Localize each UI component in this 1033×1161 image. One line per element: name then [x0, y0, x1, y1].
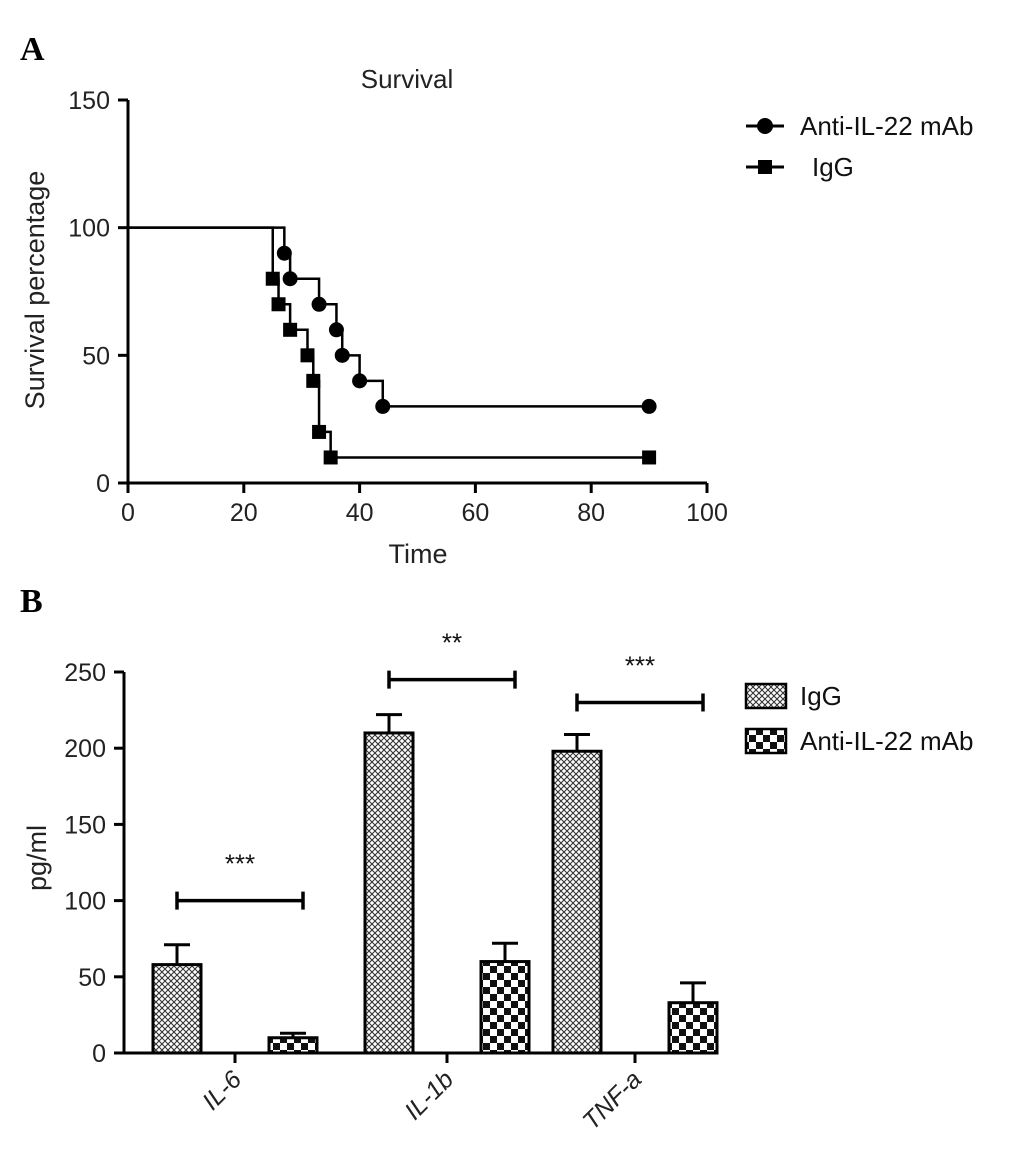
survival-legend: Anti-IL-22 mAb IgG — [746, 111, 973, 182]
bar-igg-tnf-a — [551, 749, 603, 1055]
panel-b-letter: B — [20, 583, 43, 620]
legend-circle-marker-icon — [757, 118, 773, 134]
legend-label-anti-il22-bar: Anti-IL-22 mAb — [800, 726, 973, 756]
survival-point-circle — [352, 373, 368, 389]
survival-x-tick-label: 100 — [686, 499, 728, 527]
survival-point-square — [265, 271, 280, 286]
survival-point-circle — [334, 347, 350, 363]
cytokine-legend: IgG Anti-IL-22 mAb — [744, 681, 973, 756]
legend-item-igg-bar: IgG — [744, 681, 842, 711]
survival-point-square — [323, 450, 338, 465]
survival-point-circle — [311, 296, 327, 312]
survival-line-series-2 — [128, 226, 650, 459]
legend-swatch-igg — [744, 682, 788, 710]
survival-point-circle — [375, 398, 391, 414]
cytokine-y-tick-label: 50 — [78, 964, 106, 992]
survival-x-tick-label: 0 — [121, 499, 135, 527]
legend-item-igg: IgG — [746, 152, 854, 182]
cytokine-bars — [151, 713, 719, 1055]
bar-anti-il22-tnf-a — [667, 1001, 719, 1055]
legend-item-anti-il22-bar: Anti-IL-22 mAb — [744, 726, 973, 756]
survival-x-tick-label: 80 — [577, 499, 605, 527]
survival-x-tick-label: 40 — [346, 499, 374, 527]
bar-igg-il-1b — [363, 731, 415, 1055]
survival-series — [128, 226, 657, 465]
survival-x-axis-title: Time — [389, 539, 448, 569]
category-label: IL-1b — [399, 1065, 459, 1125]
cytokine-y-tick-label: 0 — [92, 1040, 106, 1068]
cytokine-y-tick-label: 100 — [64, 888, 106, 916]
significance-label: ** — [442, 628, 462, 658]
survival-point-circle — [282, 271, 298, 287]
survival-point-square — [271, 297, 286, 312]
cytokine-y-tick-label: 150 — [64, 811, 106, 839]
legend-item-anti-il22: Anti-IL-22 mAb — [746, 111, 973, 141]
survival-point-square — [306, 373, 321, 388]
survival-point-circle — [641, 398, 657, 414]
survival-point-square — [283, 322, 298, 337]
survival-y-axis-title: Survival percentage — [20, 171, 50, 410]
survival-chart-title: Survival — [361, 64, 453, 94]
cytokine-y-axis-title: pg/ml — [22, 825, 52, 891]
legend-swatch-anti-il22 — [744, 727, 788, 755]
survival-point-circle — [276, 245, 292, 261]
survival-y-tick-label: 50 — [82, 342, 110, 370]
survival-point-square — [642, 450, 657, 465]
bar-anti-il22-il-6 — [267, 1036, 319, 1055]
bar-igg-il-6 — [151, 963, 203, 1055]
survival-x-tick-label: 60 — [461, 499, 489, 527]
survival-y-tick-label: 150 — [68, 87, 110, 115]
panel-a-survival-chart: A Survival Survival percentage Time 0 50 1… — [20, 31, 973, 569]
survival-x-tick-label: 20 — [230, 499, 258, 527]
significance-label: *** — [625, 650, 655, 680]
survival-point-square — [312, 424, 327, 439]
legend-label-igg: IgG — [812, 152, 854, 182]
category-label: TNF-a — [577, 1065, 647, 1135]
survival-point-square — [300, 348, 315, 363]
category-label: IL-6 — [197, 1065, 247, 1115]
legend-label-igg-bar: IgG — [800, 681, 842, 711]
panel-a-letter: A — [20, 31, 45, 68]
panel-b-cytokine-chart: B pg/ml 0 50 100 150 200 250 IL-6 IL-1b TNF-a **… — [20, 583, 973, 1135]
cytokine-y-tick-label: 200 — [64, 735, 106, 763]
significance-label: *** — [225, 849, 255, 879]
survival-y-tick-label: 0 — [96, 470, 110, 498]
survival-axes: 0 50 100 150 0 20 40 60 80 100 — [68, 87, 728, 527]
legend-label-anti-il22: Anti-IL-22 mAb — [800, 111, 973, 141]
survival-y-tick-label: 100 — [68, 215, 110, 243]
legend-square-marker-icon — [758, 160, 772, 174]
bar-anti-il22-il-1b — [479, 960, 531, 1055]
cytokine-y-tick-label: 250 — [64, 659, 106, 687]
significance-brackets: ******** — [175, 628, 705, 910]
survival-line-series-1 — [128, 226, 650, 408]
survival-point-circle — [328, 322, 344, 338]
